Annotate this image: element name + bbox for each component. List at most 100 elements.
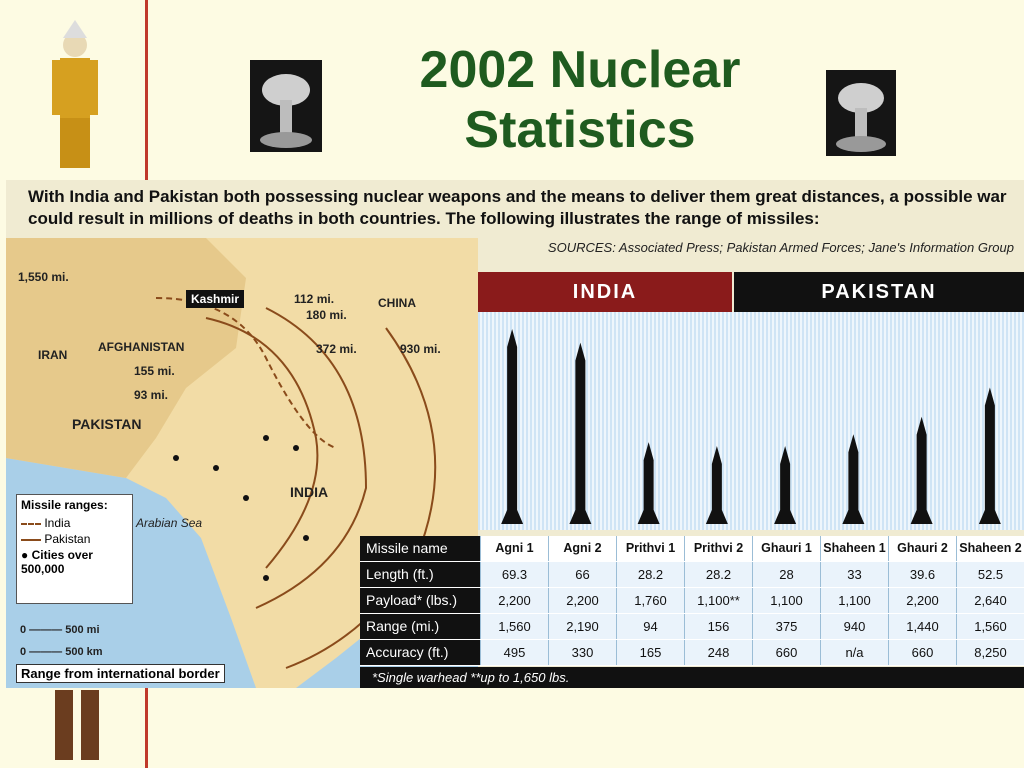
row-label: Payload* (lbs.)	[360, 588, 480, 613]
table-cell: 28	[752, 562, 820, 587]
header-agni-1: Agni 1	[480, 536, 548, 561]
table-cell: 2,200	[548, 588, 616, 613]
table-row: Payload* (lbs.) 2,200 2,200 1,760 1,100*…	[360, 588, 1024, 614]
legend-title: Missile ranges:	[21, 498, 108, 512]
legend-india: India	[17, 515, 132, 531]
row-label: Length (ft.)	[360, 562, 480, 587]
table-cell: 52.5	[956, 562, 1024, 587]
map-label-pakistan: PAKISTAN	[72, 416, 142, 432]
scale-bar-km: 0 ——— 500 km	[20, 646, 103, 658]
table-cell: 248	[684, 640, 752, 665]
legend-cities-label: Cities over 500,000	[21, 548, 93, 576]
map-label-india: INDIA	[290, 484, 329, 500]
table-cell: 2,640	[956, 588, 1024, 613]
header-prithvi-1: Prithvi 1	[616, 536, 684, 561]
missile-stats-table: Missile name Agni 1 Agni 2 Prithvi 1 Pri…	[360, 536, 1024, 666]
table-cell: 2,200	[480, 588, 548, 613]
table-header-row: Missile name Agni 1 Agni 2 Prithvi 1 Pri…	[360, 536, 1024, 562]
scale-zero-km: 0	[20, 646, 27, 658]
missile-shaheen-1	[842, 434, 865, 524]
table-row: Length (ft.) 69.3 66 28.2 28.2 28 33 39.…	[360, 562, 1024, 588]
map-label-afghanistan: AFGHANISTAN	[98, 340, 185, 354]
pakistan-header: PAKISTAN	[734, 272, 1024, 312]
table-cell: 8,250	[956, 640, 1024, 665]
range-note: Range from international border	[16, 664, 225, 683]
legend-cities: ● Cities over 500,000	[21, 548, 93, 576]
table-cell: n/a	[820, 640, 888, 665]
table-cell: 940	[820, 614, 888, 639]
table-cell: 660	[752, 640, 820, 665]
header-agni-2: Agni 2	[548, 536, 616, 561]
footnote: *Single warhead **up to 1,650 lbs.	[360, 667, 1024, 688]
table-cell: 66	[548, 562, 616, 587]
table-cell: 39.6	[888, 562, 956, 587]
mushroom-cloud-image-left	[250, 60, 322, 152]
table-cell: 156	[684, 614, 752, 639]
range-label-930: 930 mi.	[400, 342, 441, 356]
table-cell: 1,100**	[684, 588, 752, 613]
missile-agni-2	[569, 342, 592, 524]
title-line-2: Statistics	[464, 101, 696, 159]
title-line-1: 2002 Nuclear	[419, 41, 741, 99]
range-label-372: 372 mi.	[316, 342, 357, 356]
missile-ghauri-1	[774, 446, 797, 524]
map-legend: Missile ranges: India Pakistan ● Cities …	[16, 494, 133, 604]
missile-shaheen-2	[978, 387, 1001, 524]
map-label-iran: IRAN	[38, 348, 68, 362]
legend-pakistan: Pakistan	[17, 531, 132, 547]
intro-text: With India and Pakistan both possessing …	[28, 187, 1007, 228]
table-cell: 660	[888, 640, 956, 665]
table-cell: 2,200	[888, 588, 956, 613]
header-ghauri-1: Ghauri 1	[752, 536, 820, 561]
table-cell: 2,190	[548, 614, 616, 639]
map-label-arabian-sea: Arabian Sea	[136, 516, 203, 530]
row-label: Range (mi.)	[360, 614, 480, 639]
header-shaheen-2: Shaheen 2	[956, 536, 1024, 561]
missile-agni-1	[501, 329, 524, 524]
missile-prithvi-2	[705, 446, 728, 524]
soldier-boots-illustration	[55, 690, 99, 760]
legend-india-label: India	[44, 516, 71, 530]
table-cell: 1,100	[752, 588, 820, 613]
table-cell: 1,760	[616, 588, 684, 613]
table-cell: 1,560	[956, 614, 1024, 639]
scale-bar-miles: 0 ——— 500 mi	[20, 624, 100, 636]
header-shaheen-1: Shaheen 1	[820, 536, 888, 561]
scale-zero-miles: 0	[20, 624, 27, 636]
mushroom-cloud-image-right	[826, 70, 896, 156]
sources-line: SOURCES: Associated Press; Pakistan Arme…	[547, 240, 1014, 255]
table-cell: 1,440	[888, 614, 956, 639]
scale-km-label: 500 km	[65, 646, 103, 658]
range-label-112: 112 mi.	[294, 292, 335, 306]
table-row: Accuracy (ft.) 495 330 165 248 660 n/a 6…	[360, 640, 1024, 666]
table-cell: 33	[820, 562, 888, 587]
table-cell: 165	[616, 640, 684, 665]
table-cell: 94	[616, 614, 684, 639]
table-cell: 69.3	[480, 562, 548, 587]
legend-pakistan-label: Pakistan	[44, 532, 91, 546]
missile-infographic: With India and Pakistan both possessing …	[6, 180, 1024, 688]
soldier-illustration	[52, 20, 98, 168]
table-row: Range (mi.) 1,560 2,190 94 156 375 940 1…	[360, 614, 1024, 640]
scale-miles-label: 500 mi	[65, 624, 100, 636]
table-cell: 495	[480, 640, 548, 665]
table-cell: 1,560	[480, 614, 548, 639]
table-cell: 330	[548, 640, 616, 665]
table-cell: 28.2	[616, 562, 684, 587]
range-label-180: 180 mi.	[306, 308, 347, 322]
india-header: INDIA	[478, 272, 732, 312]
range-label-1550: 1,550 mi.	[18, 270, 69, 284]
range-label-93: 93 mi.	[134, 388, 169, 402]
table-cell: 1,100	[820, 588, 888, 613]
missile-ghauri-2	[910, 416, 933, 524]
table-cell: 375	[752, 614, 820, 639]
header-ghauri-2: Ghauri 2	[888, 536, 956, 561]
map-label-kashmir: Kashmir	[186, 290, 245, 308]
table-cell: 28.2	[684, 562, 752, 587]
range-label-155: 155 mi.	[134, 364, 175, 378]
header-label: Missile name	[360, 536, 480, 561]
header-prithvi-2: Prithvi 2	[684, 536, 752, 561]
slide-title: 2002 Nuclear Statistics	[340, 40, 820, 160]
row-label: Accuracy (ft.)	[360, 640, 480, 665]
missile-silhouette-svg	[501, 329, 1001, 524]
